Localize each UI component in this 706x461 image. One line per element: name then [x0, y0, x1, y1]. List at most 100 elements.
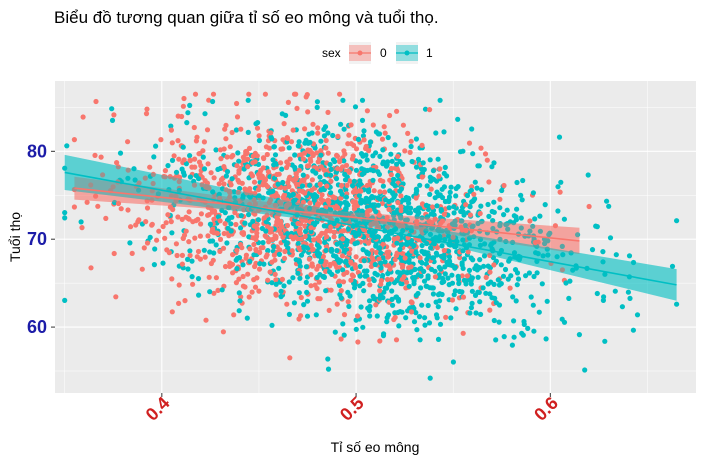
point-sex-0 [168, 219, 174, 225]
point-sex-1 [504, 207, 510, 213]
point-sex-1 [477, 242, 483, 248]
point-sex-0 [317, 181, 323, 187]
point-sex-0 [210, 226, 216, 232]
point-sex-0 [299, 188, 305, 195]
point-sex-0 [326, 307, 332, 313]
point-sex-0 [194, 254, 200, 260]
point-sex-1 [374, 234, 380, 240]
point-sex-1 [518, 215, 524, 221]
point-sex-1 [360, 324, 366, 330]
point-sex-0 [419, 174, 425, 180]
point-sex-0 [169, 140, 175, 146]
point-sex-0 [280, 234, 286, 240]
x-axis: 0.4 0.5 0.6 [142, 393, 562, 425]
point-sex-1 [365, 250, 371, 256]
point-sex-0 [334, 152, 340, 158]
point-sex-0 [312, 282, 318, 288]
point-sex-1 [189, 274, 195, 280]
point-sex-1 [327, 161, 333, 168]
point-sex-0 [264, 252, 270, 258]
point-sex-1 [346, 303, 352, 309]
point-sex-1 [343, 242, 349, 248]
point-sex-1 [518, 192, 524, 198]
point-sex-0 [284, 222, 291, 229]
point-sex-1 [449, 272, 455, 278]
point-sex-0 [527, 218, 533, 224]
point-sex-0 [258, 175, 264, 181]
point-sex-1 [474, 185, 480, 191]
point-sex-1 [328, 172, 334, 178]
point-sex-1 [415, 156, 422, 162]
point-sex-0 [251, 179, 258, 185]
point-sex-1 [437, 321, 444, 327]
point-sex-0 [187, 157, 193, 163]
point-sex-0 [483, 274, 489, 280]
point-sex-1 [344, 202, 350, 208]
point-sex-0 [428, 186, 434, 192]
point-sex-1 [498, 281, 504, 287]
point-sex-0 [501, 182, 507, 189]
point-sex-1 [419, 260, 425, 266]
point-sex-0 [432, 216, 438, 222]
point-sex-1 [256, 193, 262, 199]
point-sex-1 [236, 308, 242, 314]
point-sex-0 [384, 224, 390, 230]
point-sex-0 [114, 160, 120, 166]
point-sex-1 [301, 302, 307, 308]
point-sex-1 [316, 244, 322, 250]
point-sex-1 [542, 241, 548, 247]
point-sex-1 [445, 229, 451, 235]
point-sex-1 [341, 332, 347, 338]
point-sex-1 [547, 230, 553, 236]
point-sex-0 [263, 234, 269, 240]
point-sex-1 [263, 228, 269, 234]
point-sex-0 [203, 317, 209, 323]
point-sex-1 [613, 252, 619, 258]
point-sex-0 [402, 148, 408, 154]
point-sex-0 [205, 233, 211, 239]
point-sex-0 [323, 137, 329, 144]
point-sex-0 [240, 283, 246, 289]
point-sex-0 [203, 184, 209, 190]
point-sex-1 [445, 275, 451, 281]
point-sex-0 [215, 287, 221, 293]
point-sex-0 [327, 263, 333, 269]
point-sex-1 [372, 270, 378, 276]
point-sex-0 [264, 212, 270, 218]
point-sex-1 [530, 302, 536, 308]
point-sex-0 [298, 152, 304, 158]
point-sex-1 [222, 210, 228, 216]
point-sex-1 [460, 148, 466, 154]
point-sex-0 [173, 198, 179, 204]
point-sex-0 [256, 133, 262, 139]
point-sex-1 [555, 208, 561, 214]
point-sex-0 [367, 282, 373, 288]
point-sex-1 [350, 229, 356, 235]
point-sex-0 [408, 309, 415, 315]
point-sex-1 [266, 190, 272, 196]
point-sex-1 [475, 289, 481, 295]
point-sex-1 [412, 274, 418, 280]
point-sex-0 [224, 154, 230, 160]
point-sex-0 [263, 144, 269, 150]
point-sex-0 [229, 261, 236, 267]
point-sex-0 [365, 208, 371, 214]
point-sex-1 [600, 249, 606, 255]
point-sex-1 [604, 198, 610, 204]
point-sex-0 [334, 301, 340, 307]
point-sex-0 [220, 245, 227, 251]
point-sex-0 [162, 235, 168, 241]
point-sex-1 [413, 292, 419, 298]
point-sex-1 [456, 276, 462, 282]
point-sex-1 [422, 315, 428, 321]
point-sex-0 [150, 180, 156, 187]
point-sex-0 [391, 316, 397, 323]
point-sex-0 [348, 122, 354, 128]
point-sex-1 [269, 280, 275, 286]
point-sex-1 [544, 298, 550, 304]
point-sex-1 [313, 312, 319, 318]
point-sex-1 [485, 201, 491, 208]
point-sex-1 [303, 264, 309, 270]
point-sex-0 [366, 277, 372, 283]
point-sex-1 [415, 205, 422, 211]
